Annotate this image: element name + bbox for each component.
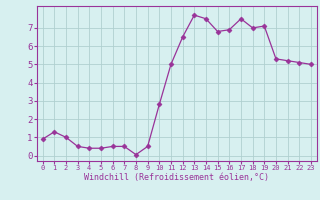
X-axis label: Windchill (Refroidissement éolien,°C): Windchill (Refroidissement éolien,°C) <box>84 173 269 182</box>
